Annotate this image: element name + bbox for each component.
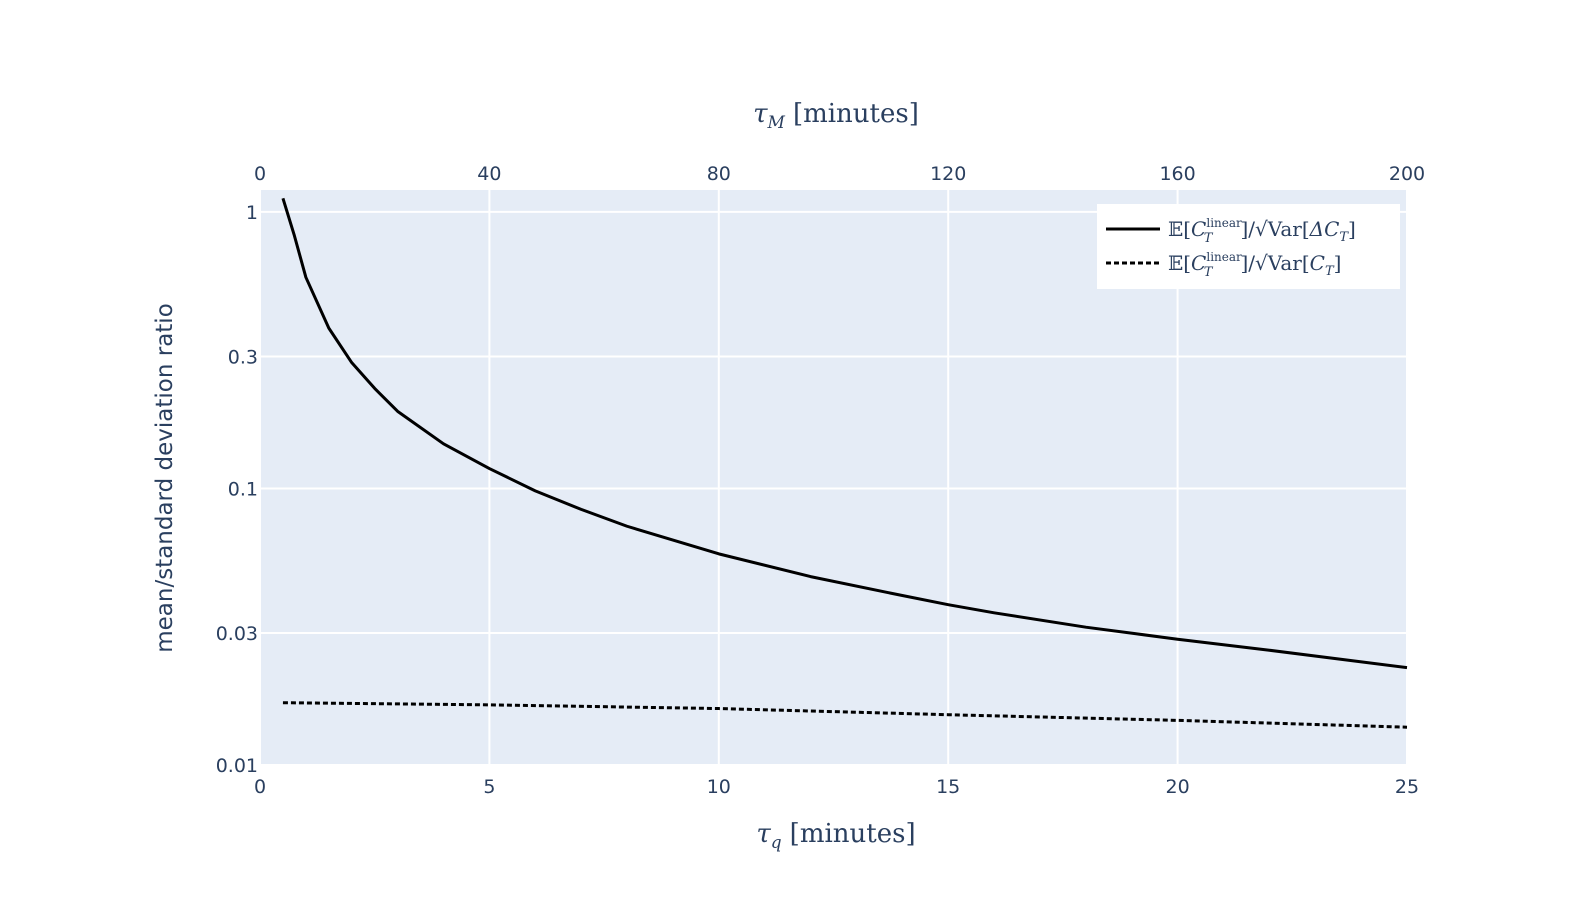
legend-den-0: ΔC: [1309, 217, 1340, 241]
x2-tick-label: 80: [707, 163, 731, 185]
legend-den-1: C: [1310, 251, 1325, 275]
legend-label-0: 𝔼[Clinear T]/√Var[ΔCT]: [1168, 216, 1356, 246]
y-axis-ticks: 1 0.3 0.1 0.03 0.01: [216, 202, 258, 777]
x2-axis-title-unit: [minutes]: [793, 99, 919, 129]
x-tick-label: 15: [936, 776, 960, 798]
x-axis-title: τq [minutes]: [756, 819, 915, 853]
y-tick-label: 0.3: [228, 347, 258, 369]
series-layer: [281, 197, 1408, 729]
y-tick-label: 1: [246, 202, 258, 224]
x-axis-title-unit: [minutes]: [790, 819, 916, 849]
x2-axis-title-symbol: τ: [753, 99, 768, 129]
legend-item-0[interactable]: 𝔼[Clinear T]/√Var[ΔCT]: [1106, 216, 1356, 246]
legend-item-1[interactable]: 𝔼[Clinear T]/√Var[CT]: [1106, 250, 1341, 280]
x2-tick-label: 120: [930, 163, 966, 185]
x2-axis-title-subscript: M: [767, 113, 786, 133]
series-line-1: [282, 701, 1408, 729]
x2-tick-label: 200: [1389, 163, 1425, 185]
x2-axis-ticks: 0 40 80 120 160 200: [254, 163, 1425, 185]
x-gridlines: [259, 190, 1408, 765]
legend-label-1: 𝔼[Clinear T]/√Var[CT]: [1168, 250, 1341, 280]
x-tick-label: 0: [254, 776, 266, 798]
x2-axis-title: τM [minutes]: [753, 99, 919, 133]
legend-box: [1097, 204, 1400, 289]
x-axis-title-symbol: τ: [756, 819, 771, 849]
x-tick-label: 5: [483, 776, 495, 798]
x-axis-ticks: 0 5 10 15 20 25: [254, 776, 1419, 798]
x-tick-label: 20: [1166, 776, 1190, 798]
y-tick-label: 0.03: [216, 623, 258, 645]
x2-tick-label: 0: [254, 163, 266, 185]
legend: 𝔼[Clinear T]/√Var[ΔCT] 𝔼[Clinear T]/√Var[C…: [1097, 204, 1400, 289]
x2-tick-label: 40: [477, 163, 501, 185]
x2-tick-label: 160: [1159, 163, 1195, 185]
y-tick-label: 0.1: [228, 478, 258, 500]
y-tick-label: 0.01: [216, 755, 258, 777]
y-axis-title: mean/standard deviation ratio: [152, 303, 178, 653]
series-line-0: [281, 197, 1408, 670]
x-tick-label: 10: [707, 776, 731, 798]
x-axis-title-subscript: q: [771, 833, 782, 853]
x-tick-label: 25: [1395, 776, 1419, 798]
